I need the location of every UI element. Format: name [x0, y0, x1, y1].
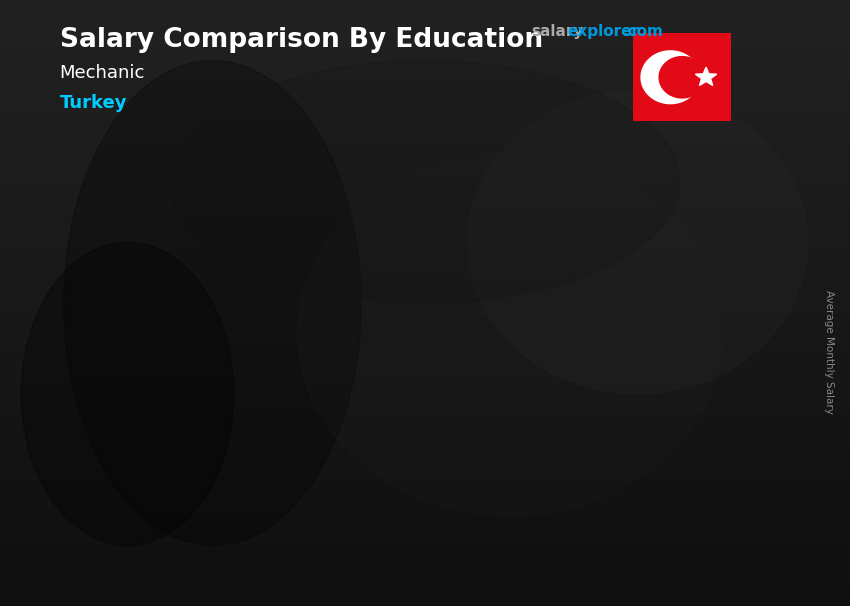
Polygon shape	[641, 51, 700, 104]
Polygon shape	[564, 259, 670, 269]
Ellipse shape	[298, 152, 722, 515]
Bar	[564, 269, 657, 539]
Text: +40%: +40%	[218, 263, 307, 291]
Polygon shape	[564, 269, 570, 539]
Ellipse shape	[468, 91, 808, 394]
Ellipse shape	[170, 61, 680, 303]
Text: salary: salary	[531, 24, 584, 39]
Polygon shape	[695, 67, 717, 85]
Polygon shape	[123, 374, 230, 384]
Text: Turkey: Turkey	[60, 94, 127, 112]
Bar	[123, 384, 216, 539]
Polygon shape	[344, 322, 348, 539]
Text: Average Monthly Salary: Average Monthly Salary	[824, 290, 834, 413]
Ellipse shape	[21, 242, 234, 545]
Polygon shape	[657, 259, 670, 539]
Text: Salary Comparison By Education: Salary Comparison By Education	[60, 27, 542, 53]
Polygon shape	[216, 374, 230, 539]
Polygon shape	[344, 313, 450, 322]
Text: 3,460 TRY: 3,460 TRY	[350, 291, 444, 309]
Text: 4,310 TRY: 4,310 TRY	[570, 238, 664, 256]
Text: +25%: +25%	[438, 220, 528, 248]
Bar	[344, 322, 437, 539]
Ellipse shape	[64, 61, 361, 545]
Polygon shape	[659, 56, 706, 98]
Text: explorer: explorer	[568, 24, 640, 39]
Text: 2,480 TRY: 2,480 TRY	[129, 353, 224, 371]
Polygon shape	[437, 313, 450, 539]
Text: .com: .com	[622, 24, 663, 39]
Text: Mechanic: Mechanic	[60, 64, 144, 82]
Polygon shape	[123, 384, 128, 539]
